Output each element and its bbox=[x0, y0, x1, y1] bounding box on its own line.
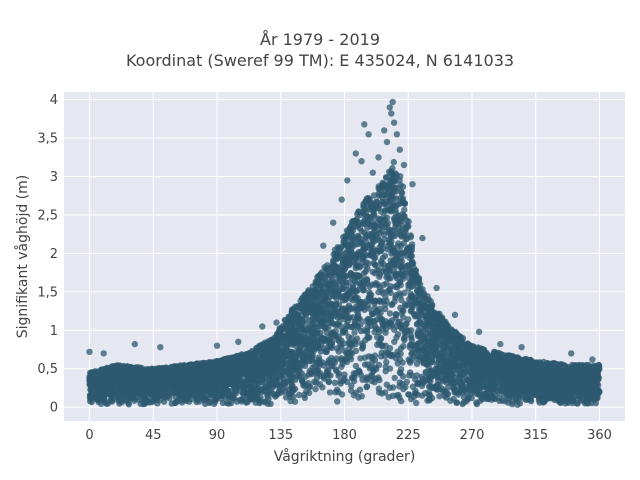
data-point bbox=[279, 362, 287, 370]
data-point bbox=[312, 385, 319, 393]
data-point bbox=[375, 183, 382, 190]
data-point bbox=[334, 398, 341, 405]
data-point bbox=[393, 334, 400, 341]
data-point bbox=[383, 381, 390, 388]
data-point bbox=[321, 311, 328, 318]
data-point bbox=[353, 335, 361, 342]
data-point bbox=[399, 359, 406, 366]
chart-title-line-1: År 1979 - 2019 bbox=[260, 30, 380, 49]
data-point bbox=[351, 318, 358, 325]
data-point bbox=[401, 301, 409, 308]
data-point bbox=[225, 394, 232, 401]
data-point bbox=[400, 314, 407, 321]
data-point bbox=[301, 391, 308, 399]
data-point bbox=[326, 389, 334, 396]
data-points bbox=[86, 98, 603, 408]
data-point bbox=[375, 385, 383, 392]
data-point bbox=[381, 252, 389, 259]
data-point bbox=[399, 373, 407, 380]
data-point bbox=[379, 318, 386, 325]
data-point bbox=[463, 397, 470, 405]
data-point bbox=[395, 240, 402, 247]
data-point bbox=[409, 292, 416, 299]
data-point bbox=[338, 261, 346, 269]
data-point bbox=[169, 388, 176, 395]
data-point bbox=[278, 372, 285, 379]
data-point bbox=[342, 325, 349, 333]
data-point bbox=[316, 381, 323, 388]
data-point bbox=[296, 372, 303, 380]
data-point bbox=[401, 206, 408, 214]
data-point bbox=[382, 329, 389, 336]
data-point bbox=[387, 319, 394, 326]
data-point bbox=[164, 387, 171, 394]
data-point bbox=[372, 261, 379, 269]
data-point bbox=[371, 379, 378, 386]
data-point bbox=[569, 361, 576, 369]
data-point bbox=[403, 224, 410, 231]
data-point bbox=[386, 310, 394, 317]
data-point bbox=[325, 378, 332, 385]
data-point bbox=[436, 393, 443, 400]
data-point bbox=[352, 389, 360, 396]
data-point bbox=[390, 158, 397, 166]
data-point bbox=[374, 281, 382, 288]
data-point bbox=[361, 361, 369, 368]
data-point bbox=[428, 373, 436, 380]
data-point bbox=[166, 395, 173, 402]
data-point bbox=[378, 349, 385, 356]
data-point bbox=[312, 316, 319, 323]
data-point bbox=[385, 287, 393, 294]
data-point bbox=[331, 379, 339, 386]
data-point bbox=[394, 360, 401, 367]
data-point bbox=[434, 374, 442, 381]
data-point bbox=[351, 329, 358, 336]
data-point bbox=[357, 355, 364, 362]
data-point bbox=[369, 310, 376, 318]
data-point bbox=[398, 258, 405, 265]
data-point bbox=[303, 321, 310, 328]
data-point bbox=[376, 273, 383, 280]
data-point bbox=[536, 394, 543, 401]
data-point bbox=[348, 382, 355, 389]
data-point bbox=[354, 310, 362, 317]
data-point bbox=[420, 327, 427, 335]
data-point bbox=[363, 277, 371, 284]
data-point bbox=[419, 311, 426, 319]
data-point bbox=[370, 192, 378, 199]
data-point bbox=[391, 374, 398, 382]
data-point bbox=[295, 391, 303, 399]
data-point bbox=[405, 262, 412, 269]
data-point bbox=[415, 327, 422, 334]
data-point bbox=[374, 310, 382, 317]
chart-title-line-2: Koordinat (Sweref 99 TM): E 435024, N 61… bbox=[125, 51, 515, 70]
data-point bbox=[418, 373, 425, 380]
data-point bbox=[377, 334, 385, 342]
data-point bbox=[413, 360, 421, 367]
data-point bbox=[281, 347, 288, 354]
data-point bbox=[389, 384, 397, 391]
data-point bbox=[363, 383, 371, 390]
data-point bbox=[398, 397, 405, 405]
data-point bbox=[277, 357, 284, 365]
data-point bbox=[427, 367, 434, 375]
data-point bbox=[382, 305, 389, 313]
data-point bbox=[376, 376, 383, 384]
